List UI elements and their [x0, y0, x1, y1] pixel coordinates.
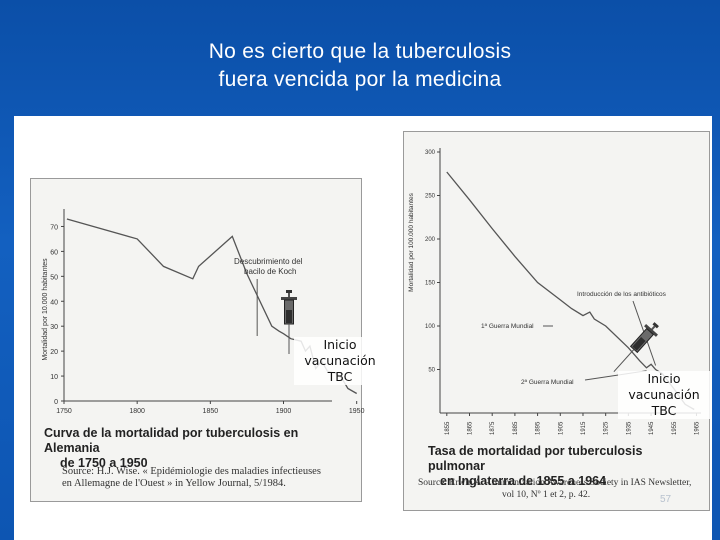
vaccination-label-left-line2: vacunación	[304, 353, 376, 368]
germany-x-tick-label: 1850	[203, 408, 219, 415]
england-source: Source: Erwin A. - Immunization Awarenes…	[418, 477, 706, 501]
syringe-icon	[613, 322, 659, 373]
england-x-tick-label: 1915	[581, 421, 587, 435]
syringe-plunger-cap	[286, 290, 292, 293]
england-x-tick-label: 1925	[604, 421, 610, 435]
england-y-tick-label: 300	[425, 150, 436, 156]
england-x-tick-label: 1905	[558, 421, 564, 435]
syringe-needle	[613, 349, 635, 373]
syringe-icon	[281, 290, 297, 354]
germany-caption: Curva de la mortalidad por tuberculosis …	[44, 426, 354, 471]
england-x-tick-label: 1935	[626, 421, 632, 435]
england-x-tick-label: 1885	[513, 421, 519, 435]
england-mortality-chart: 50 100 150 200 250 300 1855 1865 1875 1885 1895 190…	[408, 148, 701, 435]
england-y-tick-label: 250	[425, 194, 436, 200]
vaccination-label-right-line3: TBC	[651, 403, 677, 418]
vaccination-label-right-line2: vacunación	[628, 387, 700, 402]
germany-y-tick-label: 60	[50, 249, 58, 256]
england-caption: Tasa de mortalidad por tuberculosis pulm…	[428, 444, 698, 489]
vaccination-label-left-line1: Inicio	[323, 337, 357, 352]
germany-y-axis-label: Mortalidad por 10.000 habitantes	[42, 258, 49, 361]
england-x-tick-label: 1865	[468, 421, 474, 435]
syringe-flange	[644, 323, 658, 337]
england-y-tick-label: 150	[425, 281, 436, 287]
germany-y-tick-label: 70	[50, 224, 58, 231]
germany-source-line1: Source: H.J. Wise. « Epidémiologie des m…	[62, 466, 321, 477]
vaccination-label-right: Inicio vacunación TBC	[618, 371, 710, 419]
england-source-line1: Source: Erwin A. - Immunization Awarenes…	[418, 478, 692, 488]
england-figure	[403, 131, 710, 511]
vaccination-label-left-line3: TBC	[327, 369, 353, 384]
germany-y-tick-label: 20	[50, 349, 58, 356]
koch-annotation-line1: Descubrimiento del	[234, 257, 303, 266]
germany-source: Source: H.J. Wise. « Epidémiologie des m…	[62, 466, 357, 490]
england-caption-line2: en Inglaterra de 1855 a 1964	[440, 474, 607, 488]
germany-y-tick-label: 50	[50, 274, 58, 281]
slide-title-line1: No es cierto que la tuberculosis	[208, 40, 512, 63]
england-y-tick-label: 100	[425, 324, 436, 330]
england-x-tick-label: 1945	[649, 421, 655, 435]
england-source-line2: vol 10, Nº 1 et 2, p. 42.	[502, 490, 591, 500]
germany-y-tick-label: 40	[50, 299, 58, 306]
syringe-flange	[281, 297, 297, 300]
germany-x-tick-label: 1800	[129, 408, 145, 415]
germany-x-tick-label: 1950	[349, 408, 365, 415]
vaccination-label-right-line1: Inicio	[647, 371, 681, 386]
koch-annotation-line2: bacilo de Koch	[244, 267, 296, 276]
england-caption-line1: Tasa de mortalidad por tuberculosis pulm…	[428, 444, 643, 473]
syringe-plunger-cap	[652, 322, 659, 329]
vaccination-label-left: Inicio vacunación TBC	[294, 337, 386, 385]
ww1-annotation: 1ª Guerra Mundial	[481, 323, 534, 330]
page-number: 57	[660, 494, 672, 505]
england-x-tick-label: 1895	[536, 421, 542, 435]
england-x-tick-label: 1875	[490, 421, 496, 435]
antibiotics-annotation: Introducción de los antibióticos	[577, 291, 667, 298]
slide-title-line2: fuera vencida por la medicina	[218, 68, 502, 91]
syringe-plunger-rod	[288, 293, 290, 298]
germany-caption-line1: Curva de la mortalidad por tuberculosis …	[44, 426, 299, 455]
germany-mortality-chart: 0 10 20 30 40 50 60 70 1750 1800 1850 1900 1950 Morta…	[42, 209, 365, 415]
england-y-tick-label: 50	[428, 368, 435, 374]
germany-caption-line2: de 1750 a 1950	[60, 456, 148, 470]
germany-y-tick-label: 0	[54, 399, 58, 406]
syringe-liquid	[286, 310, 292, 323]
england-x-tick-label: 1955	[672, 421, 678, 435]
germany-x-tick-label: 1900	[276, 408, 292, 415]
germany-y-tick-label: 30	[50, 324, 58, 331]
england-y-axis-label: Mortalidad por 100.000 habitantes	[408, 192, 415, 291]
germany-y-tick-label: 10	[50, 374, 58, 381]
syringe-liquid	[632, 336, 646, 351]
england-x-tick-label: 1855	[445, 421, 451, 435]
ww2-annotation: 2ª Guerra Mundial	[521, 379, 574, 386]
germany-source-line2: en Allemagne de l'Ouest » in Yellow Jour…	[62, 478, 286, 489]
slide-title: No es cierto que la tuberculosis fuera v…	[0, 38, 720, 94]
germany-x-tick-label: 1750	[56, 408, 72, 415]
england-y-tick-label: 200	[425, 237, 436, 243]
england-x-tick-label: 1965	[694, 421, 700, 435]
